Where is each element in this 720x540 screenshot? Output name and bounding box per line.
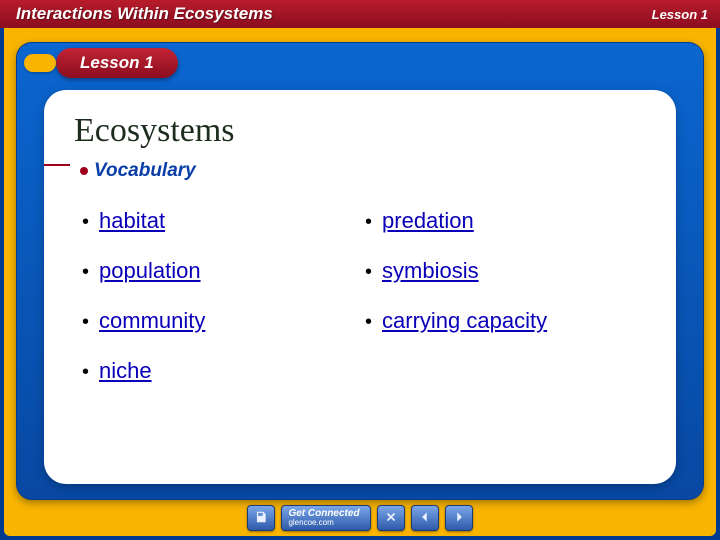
top-bar: Interactions Within Ecosystems Lesson 1 (0, 0, 720, 28)
list-item: • habitat (82, 208, 355, 234)
vocab-link-population[interactable]: population (99, 258, 201, 284)
bottom-nav: Get Connected glencoe.com (0, 502, 720, 534)
vocab-col-right: • predation • symbiosis • carrying capac… (365, 208, 638, 384)
slide-frame: Interactions Within Ecosystems Lesson 1 … (0, 0, 720, 540)
save-button[interactable] (247, 505, 275, 531)
bullet-icon (80, 167, 88, 175)
vocab-link-predation[interactable]: predation (382, 208, 474, 234)
content-card: Ecosystems Vocabulary • habitat • popula… (44, 90, 676, 484)
list-item: • carrying capacity (365, 308, 638, 334)
vocab-link-community[interactable]: community (99, 308, 205, 334)
lesson-tab: Lesson 1 (56, 48, 178, 78)
chapter-title: Interactions Within Ecosystems (16, 4, 273, 24)
chevron-right-icon (452, 510, 466, 527)
chevron-left-icon (418, 510, 432, 527)
lesson-indicator-corner: Lesson 1 (652, 7, 708, 22)
vocab-col-left: • habitat • population • community • nic… (82, 208, 355, 384)
vocabulary-label: Vocabulary (94, 160, 196, 182)
page-title: Ecosystems (74, 112, 646, 150)
lesson-tab-label: Lesson 1 (80, 53, 154, 73)
get-connected-url: glencoe.com (288, 519, 359, 527)
close-button[interactable] (377, 505, 405, 531)
bullet-icon: • (365, 311, 372, 334)
list-item: • predation (365, 208, 638, 234)
vocabulary-list: • habitat • population • community • nic… (74, 208, 646, 384)
bullet-icon: • (82, 311, 89, 334)
vocab-link-carrying-capacity[interactable]: carrying capacity (382, 308, 547, 334)
next-button[interactable] (445, 505, 473, 531)
vocab-link-habitat[interactable]: habitat (99, 208, 165, 234)
list-item: • population (82, 258, 355, 284)
bullet-icon: • (82, 261, 89, 284)
get-connected-button[interactable]: Get Connected glencoe.com (281, 505, 370, 531)
list-item: • niche (82, 358, 355, 384)
close-icon (384, 510, 398, 527)
vocab-link-niche[interactable]: niche (99, 358, 152, 384)
list-item: • symbiosis (365, 258, 638, 284)
bullet-icon: • (365, 261, 372, 284)
list-item: • community (82, 308, 355, 334)
vocabulary-heading: Vocabulary (74, 158, 646, 190)
floppy-icon (254, 510, 268, 527)
vocab-link-symbiosis[interactable]: symbiosis (382, 258, 479, 284)
prev-button[interactable] (411, 505, 439, 531)
bullet-icon: • (82, 361, 89, 384)
bullet-icon: • (365, 211, 372, 234)
bullet-icon: • (82, 211, 89, 234)
